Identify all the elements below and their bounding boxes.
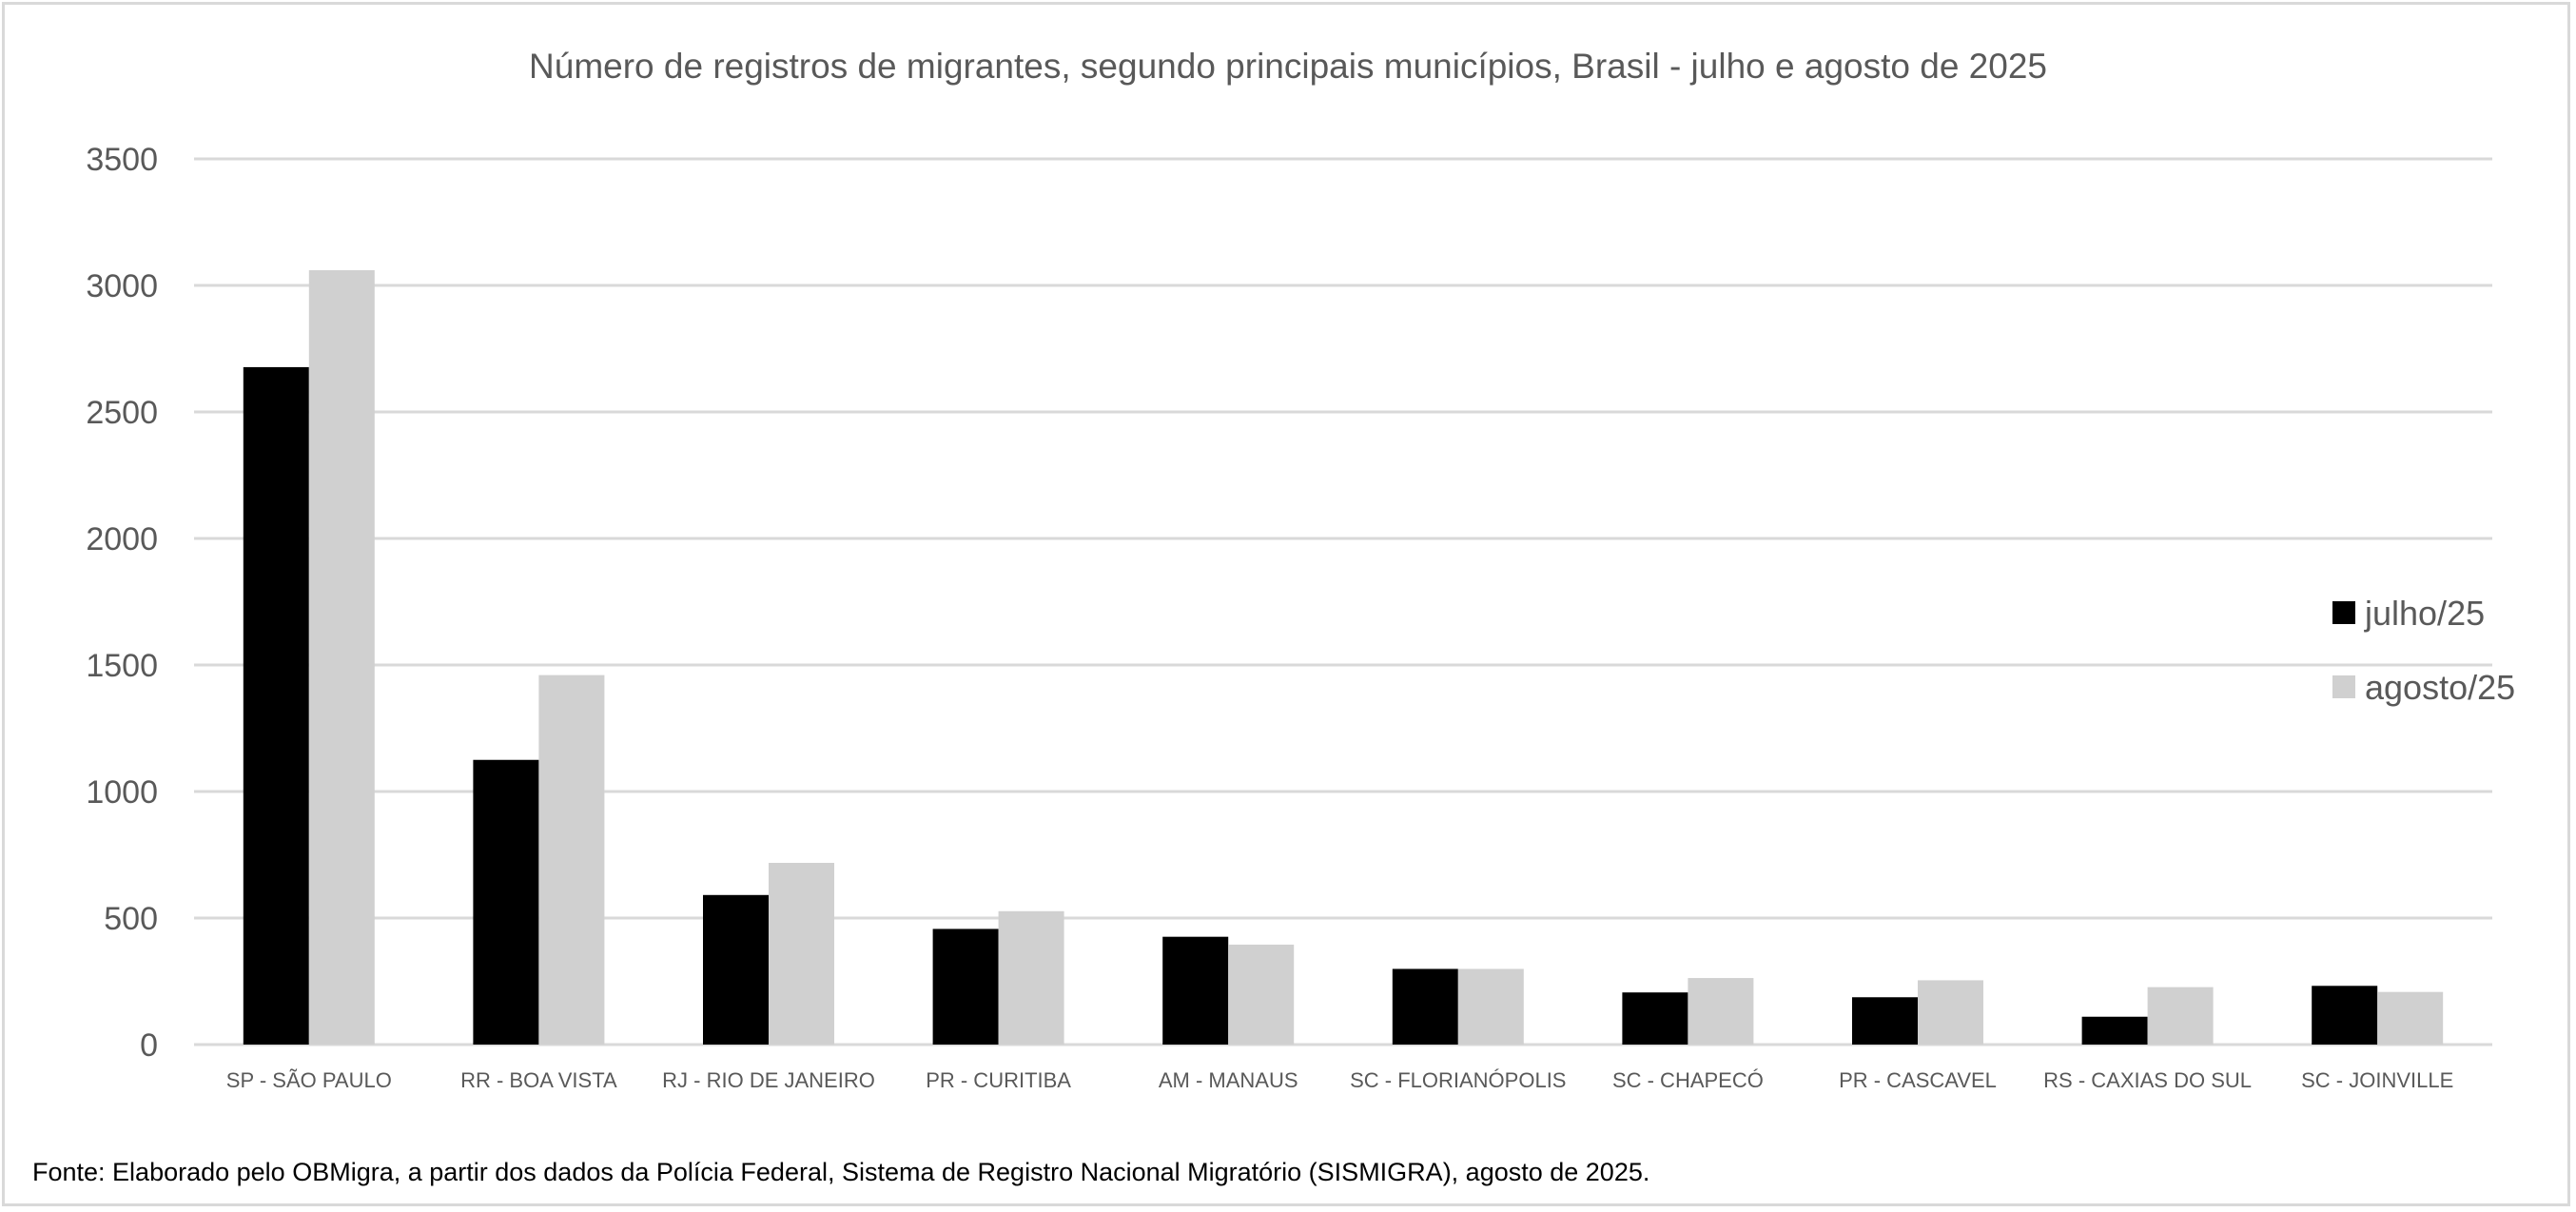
legend-label: agosto/25 — [2365, 668, 2515, 707]
x-tick-label: PR - CURITIBA — [926, 1068, 1071, 1092]
x-tick-label: RJ - RIO DE JANEIRO — [662, 1068, 875, 1092]
bar-julho-25 — [473, 759, 539, 1045]
x-tick-label: RS - CAXIAS DO SUL — [2043, 1068, 2252, 1092]
legend-swatch — [2332, 675, 2355, 698]
chart-title: Número de registros de migrantes, segund… — [529, 47, 2047, 86]
y-tick-label: 3000 — [86, 268, 158, 304]
y-tick-label: 2000 — [86, 521, 158, 557]
x-tick-label: SC - FLORIANÓPOLIS — [1350, 1068, 1566, 1092]
x-tick-label: RR - BOA VISTA — [460, 1068, 617, 1092]
bar-julho-25 — [2312, 986, 2378, 1045]
x-tick-label: PR - CASCAVEL — [1839, 1068, 1997, 1092]
y-tick-label: 3500 — [86, 142, 158, 178]
x-tick-label: SC - CHAPECÓ — [1612, 1068, 1764, 1092]
legend-label: julho/25 — [2364, 594, 2485, 633]
bar-julho-25 — [1852, 997, 1918, 1045]
x-tick-label: SC - JOINVILLE — [2301, 1068, 2453, 1092]
bar-agosto-25 — [2377, 991, 2444, 1045]
bar-agosto-25 — [1918, 980, 1983, 1045]
bar-agosto-25 — [1457, 968, 1524, 1045]
bar-agosto-25 — [538, 674, 605, 1045]
bar-agosto-25 — [1688, 978, 1754, 1045]
bar-julho-25 — [703, 894, 769, 1045]
chart-footnote: Fonte: Elaborado pelo OBMigra, a partir … — [32, 1158, 1649, 1186]
bar-agosto-25 — [1228, 944, 1295, 1045]
bar-julho-25 — [932, 929, 999, 1045]
y-tick-label: 1000 — [86, 774, 158, 811]
legend-swatch — [2332, 601, 2355, 624]
y-tick-label: 2500 — [86, 395, 158, 431]
bar-agosto-25 — [308, 270, 375, 1045]
bar-agosto-25 — [2147, 987, 2214, 1045]
bar-julho-25 — [1162, 936, 1229, 1045]
x-tick-label: AM - MANAUS — [1159, 1068, 1298, 1092]
bar-agosto-25 — [769, 863, 834, 1045]
y-tick-label: 500 — [104, 901, 158, 937]
bar-julho-25 — [243, 366, 309, 1046]
bar-julho-25 — [1392, 968, 1458, 1045]
bar-julho-25 — [2081, 1016, 2148, 1045]
bar-julho-25 — [1622, 992, 1688, 1045]
y-tick-label: 0 — [140, 1027, 158, 1064]
y-tick-label: 1500 — [86, 648, 158, 684]
bar-agosto-25 — [998, 910, 1064, 1045]
x-tick-label: SP - SÃO PAULO — [226, 1068, 392, 1092]
